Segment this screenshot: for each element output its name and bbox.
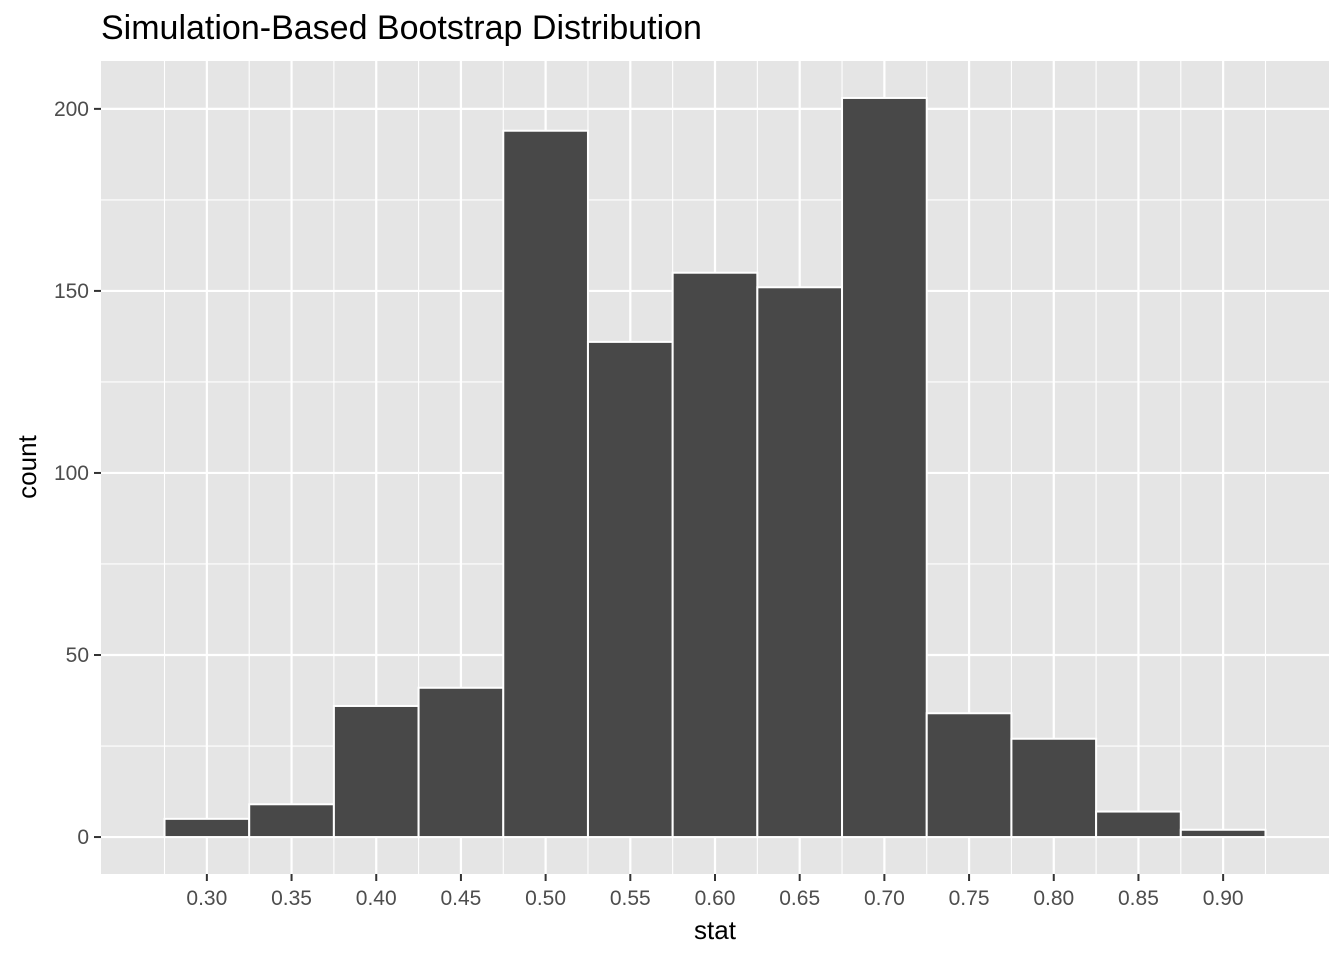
- y-tick-label: 200: [54, 98, 89, 121]
- y-axis-title: count: [12, 434, 42, 498]
- histogram-bars: [163, 96, 1267, 839]
- histogram-bar: [1179, 828, 1267, 839]
- x-tick-label: 0.70: [864, 887, 905, 910]
- y-tick-label: 0: [77, 826, 89, 849]
- x-tick-label: 0.50: [525, 887, 566, 910]
- histogram-bar: [1010, 737, 1098, 839]
- x-tick-label: 0.60: [695, 887, 736, 910]
- y-axis: 0 50 100 150 200: [54, 98, 101, 849]
- histogram-bar: [1095, 810, 1182, 839]
- histogram-bar: [163, 817, 251, 839]
- histogram-bar: [248, 803, 335, 839]
- x-tick-label: 0.80: [1033, 887, 1074, 910]
- histogram-bar: [332, 704, 420, 839]
- histogram-bar: [925, 712, 1013, 839]
- y-tick-label: 50: [66, 644, 89, 667]
- x-axis-title: stat: [694, 915, 737, 945]
- histogram-bar: [841, 96, 928, 839]
- y-tick-label: 150: [54, 280, 89, 303]
- x-tick-label: 0.30: [186, 887, 227, 910]
- x-tick-label: 0.85: [1118, 887, 1159, 910]
- histogram-bar: [586, 340, 674, 839]
- y-tick-label: 100: [54, 462, 89, 485]
- x-tick-label: 0.75: [949, 887, 990, 910]
- x-tick-label: 0.65: [779, 887, 820, 910]
- x-tick-label: 0.45: [440, 887, 481, 910]
- x-axis: 0.30 0.35 0.40 0.45 0.50 0.55 0.60 0.65 0.70 0.75…: [186, 874, 1244, 910]
- histogram-bar: [756, 286, 844, 839]
- histogram-bar: [671, 271, 759, 839]
- x-tick-label: 0.40: [356, 887, 397, 910]
- x-tick-label: 0.35: [271, 887, 312, 910]
- chart-title: Simulation-Based Bootstrap Distribution: [101, 9, 702, 47]
- x-tick-label: 0.55: [610, 887, 651, 910]
- histogram-bar: [502, 129, 589, 839]
- x-tick-label: 0.90: [1203, 887, 1244, 910]
- histogram-bar: [417, 686, 505, 839]
